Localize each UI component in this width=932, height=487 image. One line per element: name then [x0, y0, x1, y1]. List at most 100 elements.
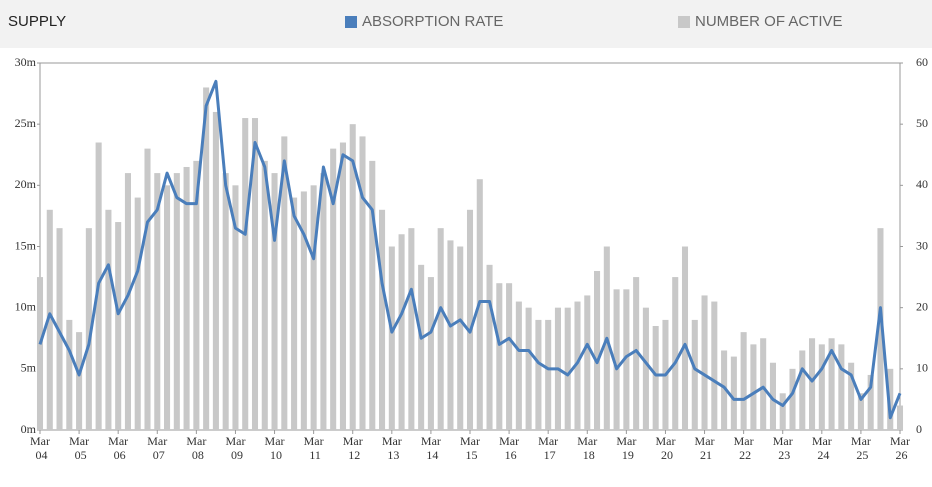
bar [789, 368, 796, 430]
bar [261, 160, 268, 430]
y-tick-label: 25m [15, 116, 37, 130]
bar [672, 277, 679, 430]
x-tick-label: Mar 06 [108, 434, 128, 462]
bar [828, 338, 835, 430]
bar [222, 173, 229, 430]
bar [369, 160, 376, 430]
x-tick-label: Mar 10 [265, 434, 285, 462]
bar [515, 301, 522, 430]
y-tick-label: 20m [15, 177, 37, 191]
bar [496, 283, 503, 430]
x-tick-label: Mar 16 [499, 434, 519, 462]
bar [711, 301, 718, 430]
bar [750, 344, 757, 430]
x-tick-label: Mar 18 [577, 434, 597, 462]
bar [291, 197, 298, 430]
bar [105, 209, 112, 430]
bar [36, 277, 44, 430]
y2-tick-label: 40 [916, 177, 928, 191]
bar [535, 319, 542, 430]
line [38, 79, 902, 420]
bar [115, 222, 122, 430]
y2-tick-label: 60 [916, 55, 928, 69]
y2-tick-label: 10 [916, 361, 928, 375]
x-tick-label: Mar 09 [225, 434, 245, 462]
bar [506, 283, 513, 430]
x-tick-label: Mar 05 [69, 434, 89, 462]
bar [85, 228, 92, 430]
legend-label: NUMBER OF ACTIVE [695, 13, 843, 30]
bar [232, 185, 239, 430]
bar [818, 344, 825, 430]
x-tick-label: Mar 08 [186, 434, 206, 462]
bar [691, 319, 698, 430]
x-tick-label: Mar 19 [616, 434, 636, 462]
bar [173, 173, 180, 430]
x-tick-label: Mar 26 [890, 434, 910, 462]
y-tick-label: 10m [15, 299, 37, 313]
bar [46, 209, 53, 430]
bar [857, 393, 864, 430]
bar [623, 289, 630, 430]
x-tick-label: Mar 22 [734, 434, 754, 462]
x-tick-label: Mar 07 [147, 434, 167, 462]
bar [418, 264, 425, 430]
bar [193, 160, 200, 430]
bar [320, 173, 327, 430]
x-tick-label: Mar 13 [382, 434, 402, 462]
bar [584, 295, 591, 430]
bar [388, 246, 395, 430]
bar [281, 136, 288, 430]
bar [633, 277, 640, 430]
legend-swatch [678, 16, 690, 28]
bar [652, 326, 659, 430]
bar [642, 307, 649, 430]
x-tick-label: Mar 23 [773, 434, 793, 462]
bar [701, 295, 708, 430]
bar [457, 246, 464, 430]
bar [427, 277, 434, 430]
bar [330, 148, 337, 430]
bar [339, 142, 346, 430]
bar [447, 240, 454, 430]
bar [66, 319, 73, 430]
bar [398, 234, 405, 430]
y-tick-label: 30m [15, 55, 37, 69]
bar [681, 246, 689, 430]
legend-label: ABSORPTION RATE [362, 13, 503, 30]
bar [144, 148, 151, 430]
bar [809, 338, 816, 430]
bar [164, 185, 171, 430]
bar [740, 332, 747, 430]
bar [545, 319, 552, 430]
bar [154, 173, 161, 430]
header-band [0, 0, 932, 48]
bar [379, 209, 386, 430]
x-tick-label: Mar 14 [421, 434, 441, 462]
bar [574, 301, 581, 430]
bar [124, 173, 131, 430]
x-tick-label: Mar 21 [695, 434, 715, 462]
x-tick-label: Mar 24 [812, 434, 832, 462]
bar [203, 87, 210, 430]
bar [349, 124, 356, 431]
bar [838, 344, 845, 430]
bar [271, 173, 278, 430]
bar [466, 209, 474, 430]
y2-tick-label: 50 [916, 116, 928, 130]
bar [877, 228, 884, 430]
bar [867, 374, 874, 430]
x-tick-label: Mar 25 [851, 434, 871, 462]
bar [359, 136, 366, 430]
bar [183, 166, 190, 430]
x-tick-label: Mar 17 [538, 434, 558, 462]
x-tick-label: Mar 12 [343, 434, 363, 462]
bar [799, 350, 806, 430]
y2-tick-label: 0 [916, 422, 922, 436]
x-tick-label: Mar 04 [30, 434, 50, 462]
bar [887, 368, 894, 430]
y2-tick-label: 20 [916, 299, 928, 313]
y2-tick-label: 30 [916, 238, 928, 252]
bar [769, 362, 776, 430]
